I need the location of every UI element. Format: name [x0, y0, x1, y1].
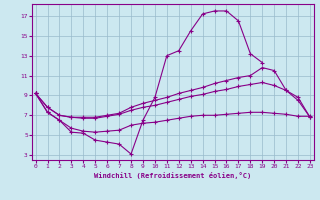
X-axis label: Windchill (Refroidissement éolien,°C): Windchill (Refroidissement éolien,°C)	[94, 172, 252, 179]
